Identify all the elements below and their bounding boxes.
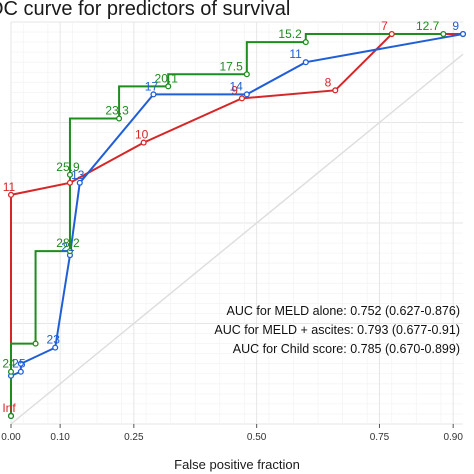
auc-annotation: AUC for MELD alone: 0.752 (0.627-0.876)	[227, 304, 460, 318]
x-tick-label: 0.50	[247, 432, 267, 443]
auc-annotations: AUC for MELD alone: 0.752 (0.627-0.876) A…	[214, 304, 460, 356]
roc-point	[243, 91, 250, 98]
roc-point	[332, 87, 339, 94]
roc-point	[7, 368, 15, 375]
point-label: Inf	[2, 401, 16, 415]
roc-point	[76, 179, 83, 186]
point-label: 25.9	[56, 160, 80, 174]
roc-point	[66, 248, 74, 255]
point-label: 9	[452, 19, 459, 33]
x-tick-label: 0.90	[443, 432, 463, 443]
point-label: 7	[381, 19, 388, 33]
point-label: 14	[229, 79, 243, 93]
point-label: 17.5	[219, 59, 243, 73]
roc-point	[116, 115, 123, 122]
point-label: 21	[61, 240, 75, 254]
x-tick-label: 0.10	[50, 432, 70, 443]
roc-point	[388, 31, 395, 38]
roc-point	[52, 344, 59, 351]
point-label: 12.7	[416, 19, 440, 33]
point-label: 15.2	[278, 27, 302, 41]
roc-point	[32, 340, 39, 347]
grid	[10, 21, 464, 425]
point-label: 9	[231, 83, 238, 97]
auc-annotation: AUC for Child score: 0.785 (0.670-0.899)	[233, 342, 460, 356]
point-label: 23.3	[105, 103, 129, 117]
point-label: 13	[71, 168, 85, 182]
roc-point	[302, 39, 309, 46]
x-tick-label: 0.25	[124, 432, 144, 443]
roc-point	[7, 191, 15, 198]
roc-point	[17, 360, 24, 367]
auc-annotation: AUC for MELD + ascites: 0.793 (0.677-0.9…	[214, 323, 460, 337]
reference-diagonal	[10, 53, 464, 425]
roc-point	[238, 95, 245, 102]
roc-curve-3	[10, 33, 444, 416]
x-axis-title: False positive fraction	[174, 457, 300, 472]
x-tick-label: 0.00	[1, 432, 21, 443]
roc-point	[17, 368, 24, 375]
roc-point	[302, 59, 309, 66]
point-label: 23	[47, 333, 61, 347]
roc-point	[150, 91, 157, 98]
roc-point	[140, 139, 147, 146]
roc-point	[459, 31, 467, 38]
point-labels: Inf 11 10 9 8 7 25 23 21 13 17 14 11 9 24 28.2 25.9 23.3 2…	[2, 19, 459, 415]
roc-point	[66, 179, 74, 186]
point-label: 28.2	[56, 236, 80, 250]
point-label: 25	[12, 357, 26, 371]
roc-point	[7, 412, 15, 420]
roc-point	[66, 171, 74, 178]
x-ticks: 0.00 0.10 0.25 0.50 0.75 0.90	[1, 424, 463, 443]
point-label: 20.1	[155, 71, 179, 85]
point-label: 17	[145, 79, 159, 93]
roc-point	[440, 31, 447, 38]
point-label: 8	[325, 75, 332, 89]
roc-point	[243, 71, 250, 78]
series-markers	[7, 31, 467, 420]
roc-point	[165, 83, 172, 90]
x-tick-label: 0.75	[370, 432, 390, 443]
roc-curve-1	[10, 33, 463, 416]
chart-title: OC curve for predictors of survival	[0, 0, 291, 20]
point-label: 24	[2, 357, 16, 371]
point-label: 11	[3, 180, 16, 194]
point-label: 11	[289, 47, 302, 61]
point-label: 10	[135, 128, 149, 142]
